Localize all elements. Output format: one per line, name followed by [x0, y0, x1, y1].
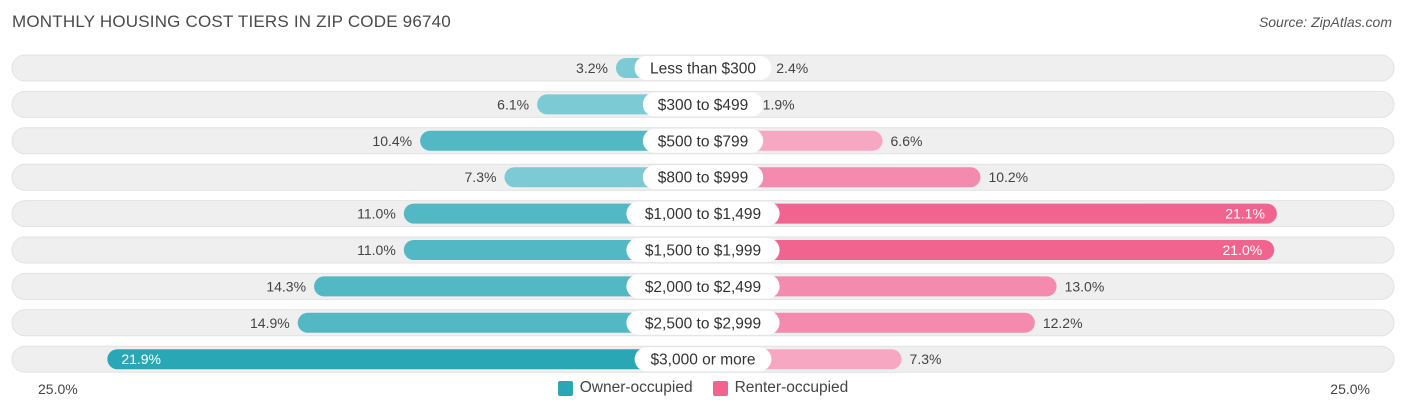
renter-value-label: 21.1% [1225, 206, 1265, 222]
renter-bar [703, 203, 1277, 224]
axis-right-label: 25.0% [1330, 381, 1370, 397]
category-label: $2,000 to $2,499 [645, 279, 761, 296]
category-pill [626, 310, 780, 335]
legend-item-owner[interactable]: Owner-occupied [557, 379, 693, 397]
category-pill [642, 165, 764, 190]
owner-value-label: 11.0% [357, 242, 396, 258]
owner-value-label: 10.4% [372, 133, 412, 149]
legend: Owner-occupied Renter-occupied [0, 379, 1406, 397]
owner-value-label: 6.1% [497, 96, 529, 112]
chart-title: MONTHLY HOUSING COST TIERS IN ZIP CODE 9… [12, 12, 451, 31]
owner-value-label: 3.2% [576, 60, 608, 76]
renter-value-label: 21.0% [1222, 242, 1262, 258]
category-label: $1,000 to $1,499 [645, 206, 761, 223]
category-pill [642, 92, 764, 117]
chart-source: Source: ZipAtlas.com [1258, 14, 1392, 30]
owner-bar [420, 130, 703, 151]
legend-swatch-owner [557, 380, 573, 396]
renter-value-label: 13.0% [1065, 278, 1105, 294]
renter-value-label: 6.6% [891, 133, 923, 149]
category-label: $1,500 to $1,999 [645, 243, 761, 260]
category-label: $300 to $499 [658, 97, 749, 114]
category-label: $3,000 or more [650, 352, 755, 369]
category-label: Less than $300 [650, 61, 756, 78]
owner-bar [107, 349, 703, 370]
category-label: $500 to $799 [658, 133, 749, 150]
owner-bar [314, 276, 703, 297]
renter-value-label: 1.9% [763, 96, 795, 112]
renter-value-label: 12.2% [1043, 315, 1083, 331]
axis-left-label: 25.0% [38, 381, 78, 397]
renter-value-label: 2.4% [776, 60, 808, 76]
legend-item-renter[interactable]: Renter-occupied [712, 379, 849, 397]
renter-value-label: 10.2% [988, 169, 1028, 185]
renter-bar [703, 167, 981, 188]
category-pill [634, 347, 772, 372]
legend-label-renter: Renter-occupied [734, 379, 849, 396]
renter-bar [703, 276, 1057, 297]
category-pill [626, 201, 780, 226]
owner-value-label: 21.9% [121, 351, 161, 367]
category-label: $800 to $999 [658, 170, 749, 187]
owner-bar [297, 312, 703, 333]
category-label: $2,500 to $2,999 [645, 315, 761, 332]
category-pill [642, 128, 764, 153]
category-pill [634, 56, 772, 80]
renter-bar [703, 312, 1035, 333]
owner-value-label: 7.3% [465, 169, 497, 185]
owner-value-label: 14.3% [266, 278, 306, 294]
category-pill [626, 238, 780, 262]
category-pill [626, 274, 780, 299]
legend-label-owner: Owner-occupied [579, 379, 693, 396]
renter-bar [703, 240, 1275, 260]
owner-value-label: 14.9% [250, 315, 290, 331]
legend-swatch-renter [712, 380, 728, 396]
renter-value-label: 7.3% [910, 351, 942, 367]
owner-value-label: 11.0% [357, 206, 396, 222]
